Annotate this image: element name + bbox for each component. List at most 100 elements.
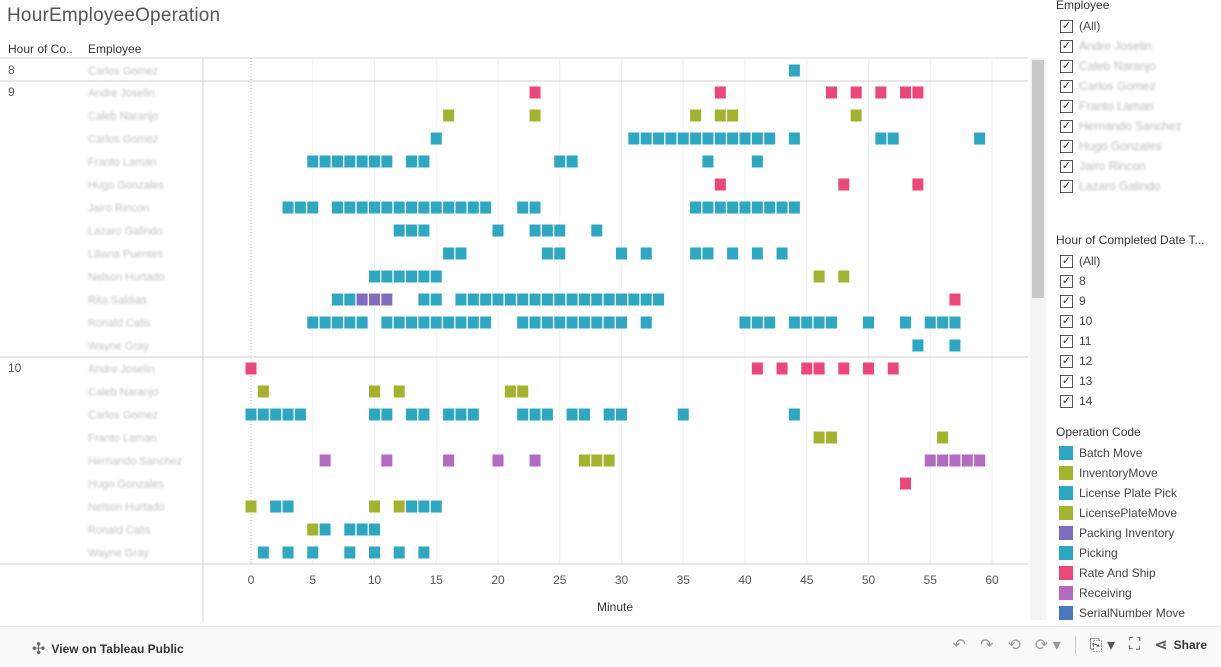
gantt-mark[interactable] — [343, 315, 357, 330]
gantt-mark[interactable] — [281, 407, 295, 422]
gantt-mark[interactable] — [590, 223, 604, 238]
gantt-mark[interactable] — [368, 269, 381, 284]
filter-option[interactable]: ✓ Caleb Naranjo — [1056, 56, 1216, 76]
filter-option[interactable]: ✓ 13 — [1056, 371, 1216, 391]
checkbox[interactable]: ✓ — [1060, 394, 1073, 408]
legend-item[interactable]: Packing Inventory — [1056, 523, 1216, 543]
gantt-mark[interactable] — [244, 499, 258, 514]
gantt-mark[interactable] — [726, 246, 740, 261]
gantt-mark[interactable] — [800, 361, 814, 376]
gantt-mark[interactable] — [380, 453, 394, 468]
checkbox[interactable]: ✓ — [1060, 19, 1073, 33]
gantt-mark[interactable] — [540, 407, 554, 422]
gantt-mark[interactable] — [528, 223, 542, 238]
gantt-mark[interactable] — [442, 453, 456, 468]
gantt-mark[interactable] — [750, 131, 764, 146]
gantt-mark[interactable] — [355, 292, 369, 307]
gantt-mark[interactable] — [787, 131, 801, 146]
gantt-mark[interactable] — [392, 384, 406, 399]
legend-item[interactable]: LicensePlateMove — [1056, 503, 1216, 523]
filter-option[interactable]: ✓ 8 — [1056, 271, 1216, 291]
filter-option[interactable]: ✓ Lazaro Galindo — [1056, 176, 1216, 196]
gantt-mark[interactable] — [491, 292, 505, 307]
chart-scrollbar-thumb[interactable] — [1032, 60, 1044, 298]
legend-item[interactable]: SerialNumber Move — [1056, 603, 1216, 623]
gantt-mark[interactable] — [923, 453, 937, 468]
gantt-mark[interactable] — [516, 384, 530, 399]
gantt-mark[interactable] — [565, 407, 579, 422]
gantt-mark[interactable] — [577, 453, 591, 468]
gantt-mark[interactable] — [306, 200, 320, 215]
revert-icon[interactable]: ⟲ — [1007, 637, 1021, 654]
checkbox[interactable]: ✓ — [1060, 274, 1073, 288]
gantt-mark[interactable] — [787, 63, 801, 78]
gantt-mark[interactable] — [627, 131, 641, 146]
gantt-mark[interactable] — [750, 361, 764, 376]
checkbox[interactable]: ✓ — [1060, 374, 1073, 388]
gantt-mark[interactable] — [615, 315, 628, 330]
gantt-mark[interactable] — [973, 453, 987, 468]
gantt-mark[interactable] — [948, 453, 962, 468]
gantt-mark[interactable] — [355, 154, 369, 169]
gantt-chart[interactable]: 8 Carlos Gomez 9 Andre Joselin Caleb Naranjo… — [0, 0, 1030, 626]
gantt-mark[interactable] — [886, 361, 900, 376]
gantt-mark[interactable] — [343, 522, 357, 537]
gantt-mark[interactable] — [812, 430, 826, 445]
gantt-mark[interactable] — [355, 200, 369, 215]
checkbox[interactable]: ✓ — [1060, 254, 1073, 268]
checkbox[interactable]: ✓ — [1060, 79, 1073, 93]
gantt-mark[interactable] — [293, 200, 307, 215]
hour-column-header[interactable]: Hour of Co.. — [8, 42, 73, 56]
gantt-mark[interactable] — [429, 131, 443, 146]
gantt-mark[interactable] — [652, 292, 666, 307]
gantt-mark[interactable] — [454, 246, 468, 261]
gantt-mark[interactable] — [787, 407, 801, 422]
gantt-mark[interactable] — [553, 154, 567, 169]
gantt-mark[interactable] — [417, 499, 431, 514]
gantt-mark[interactable] — [454, 292, 468, 307]
gantt-mark[interactable] — [812, 361, 826, 376]
gantt-mark[interactable] — [269, 499, 283, 514]
gantt-mark[interactable] — [565, 315, 579, 330]
gantt-mark[interactable] — [330, 154, 344, 169]
gantt-mark[interactable] — [330, 315, 344, 330]
gantt-mark[interactable] — [775, 246, 789, 261]
gantt-mark[interactable] — [577, 315, 591, 330]
gantt-mark[interactable] — [540, 223, 554, 238]
gantt-mark[interactable] — [368, 407, 381, 422]
checkbox[interactable]: ✓ — [1060, 99, 1073, 113]
gantt-mark[interactable] — [454, 200, 468, 215]
gantt-mark[interactable] — [652, 131, 666, 146]
gantt-mark[interactable] — [380, 200, 394, 215]
gantt-mark[interactable] — [849, 108, 863, 123]
gantt-mark[interactable] — [380, 154, 394, 169]
employee-column-header[interactable]: Employee — [88, 42, 142, 56]
gantt-mark[interactable] — [837, 177, 851, 192]
gantt-mark[interactable] — [528, 407, 542, 422]
gantt-mark[interactable] — [417, 545, 431, 560]
gantt-mark[interactable] — [886, 131, 900, 146]
gantt-mark[interactable] — [392, 269, 406, 284]
gantt-mark[interactable] — [368, 545, 381, 560]
gantt-mark[interactable] — [923, 315, 937, 330]
gantt-mark[interactable] — [405, 154, 419, 169]
legend-item[interactable]: Batch Move — [1056, 443, 1216, 463]
gantt-mark[interactable] — [442, 200, 456, 215]
gantt-mark[interactable] — [862, 361, 875, 376]
gantt-mark[interactable] — [639, 292, 653, 307]
gantt-mark[interactable] — [442, 407, 456, 422]
gantt-mark[interactable] — [330, 292, 344, 307]
gantt-mark[interactable] — [602, 453, 616, 468]
filter-option[interactable]: ✓ 9 — [1056, 291, 1216, 311]
gantt-mark[interactable] — [417, 200, 431, 215]
gantt-mark[interactable] — [775, 361, 789, 376]
gantt-mark[interactable] — [306, 545, 320, 560]
gantt-mark[interactable] — [639, 131, 653, 146]
gantt-mark[interactable] — [713, 131, 727, 146]
gantt-mark[interactable] — [417, 154, 431, 169]
gantt-mark[interactable] — [392, 315, 406, 330]
gantt-mark[interactable] — [318, 315, 332, 330]
filter-option[interactable]: ✓ Hugo Gonzales — [1056, 136, 1216, 156]
gantt-mark[interactable] — [392, 200, 406, 215]
gantt-mark[interactable] — [318, 522, 332, 537]
